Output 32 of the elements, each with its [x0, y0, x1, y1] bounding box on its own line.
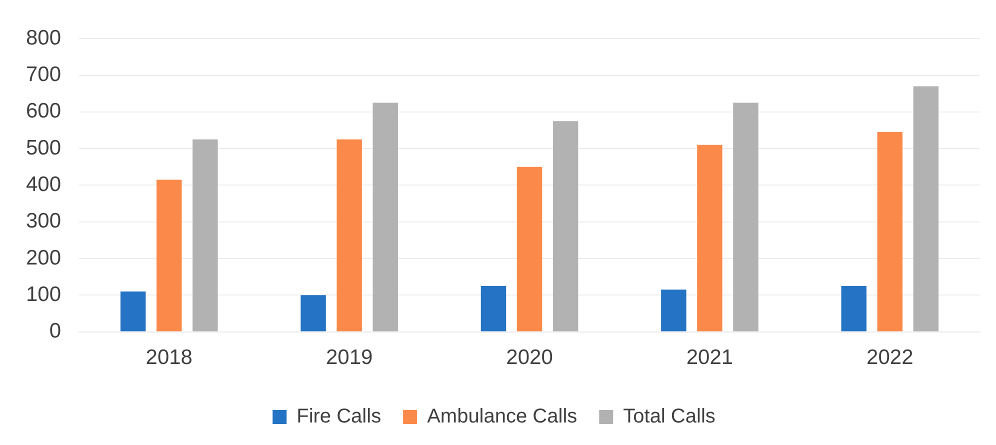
bar: [336, 139, 362, 332]
y-tick-label: 400: [26, 172, 62, 196]
bar: [913, 86, 939, 332]
x-tick-label: 2020: [506, 346, 553, 370]
x-tick-label: 2022: [866, 346, 914, 370]
bar: [697, 144, 722, 332]
bar: [480, 286, 506, 332]
y-tick-label: 700: [26, 63, 62, 86]
bar: [300, 295, 326, 332]
bar: [841, 286, 866, 332]
bar: [733, 102, 758, 332]
bar: [120, 291, 146, 332]
legend-label: Fire Calls: [296, 406, 382, 428]
bar: [877, 132, 903, 332]
y-tick-label: 100: [26, 282, 62, 306]
x-tick-label: 2018: [146, 346, 192, 370]
x-tick-label: 2019: [326, 346, 373, 370]
bar: [516, 166, 542, 332]
bar: [552, 121, 578, 332]
y-tick-label: 0: [49, 320, 62, 343]
x-tick-label: 2021: [686, 346, 734, 370]
legend-label: Total Calls: [623, 406, 716, 428]
y-tick-label: 600: [26, 100, 62, 123]
bar: [372, 102, 398, 332]
bar: [192, 139, 218, 332]
y-tick-label: 200: [26, 246, 62, 270]
legend-label: Ambulance Calls: [427, 406, 578, 428]
y-tick-label: 800: [26, 26, 62, 50]
y-tick-label: 500: [26, 136, 62, 160]
bar: [661, 290, 686, 332]
bar: [156, 180, 182, 332]
y-tick-label: 300: [26, 210, 62, 233]
